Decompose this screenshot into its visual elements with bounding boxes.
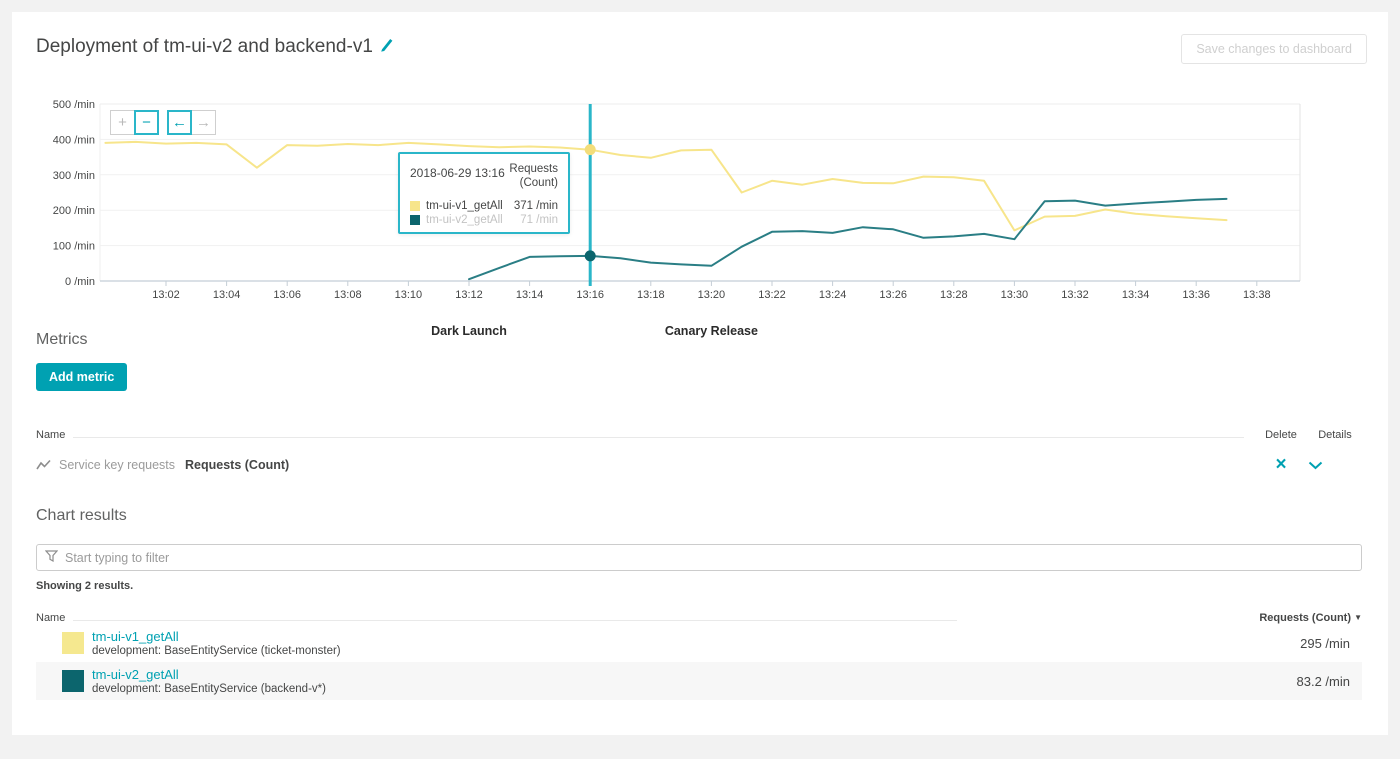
filter-input[interactable]	[65, 550, 1353, 565]
svg-text:400 /min: 400 /min	[53, 134, 95, 146]
pan-button-group: ← →	[167, 110, 216, 135]
results-table-header: Name Requests (Count) ▼	[36, 612, 1362, 624]
tooltip-series-value: 371 /min	[513, 199, 558, 212]
svg-text:Canary Release: Canary Release	[665, 324, 758, 338]
tooltip-series-name: tm-ui-v2_getAll	[426, 213, 503, 226]
result-row: tm-ui-v1_getAll development: BaseEntityS…	[36, 624, 1362, 662]
chart-zoom-toolbar: + − ← →	[110, 110, 216, 135]
results-name-header: Name	[36, 612, 66, 624]
page-title-text: Deployment of tm-ui-v2 and backend-v1	[36, 36, 373, 57]
result-row: tm-ui-v2_getAll development: BaseEntityS…	[36, 662, 1362, 700]
svg-text:13:12: 13:12	[455, 289, 483, 301]
metric-name-label: Requests (Count)	[185, 458, 290, 472]
header-leader-line	[73, 620, 957, 621]
svg-text:13:24: 13:24	[819, 289, 847, 301]
save-changes-button[interactable]: Save changes to dashboard	[1181, 34, 1367, 64]
result-name-link[interactable]: tm-ui-v2_getAll	[92, 667, 179, 682]
pan-left-button[interactable]: ←	[167, 110, 192, 135]
results-value-header[interactable]: Requests (Count) ▼	[1259, 612, 1362, 624]
header-leader-line	[73, 437, 1244, 438]
result-detail: development: BaseEntityService (backend-…	[92, 683, 326, 695]
filter-box	[36, 544, 1362, 571]
series2-color-swatch	[62, 670, 84, 692]
series1-color-swatch	[410, 200, 420, 211]
arrow-left-icon: ←	[172, 114, 187, 131]
pan-right-button[interactable]: →	[191, 110, 216, 135]
svg-text:13:16: 13:16	[576, 289, 604, 301]
svg-text:13:08: 13:08	[334, 289, 362, 301]
svg-text:300 /min: 300 /min	[53, 170, 95, 182]
metrics-details-header: Details	[1318, 429, 1352, 441]
filter-funnel-icon	[44, 549, 59, 567]
zoom-button-group: + −	[110, 110, 159, 135]
zoom-out-button[interactable]: −	[134, 110, 159, 135]
chart-tooltip: 2018-06-29 13:16 Requests (Count) tm-ui-…	[398, 152, 570, 234]
result-value: 83.2 /min	[1296, 673, 1350, 689]
tooltip-series-value: 71 /min	[520, 213, 558, 226]
metrics-heading: Metrics	[36, 331, 88, 348]
tooltip-series-row: tm-ui-v2_getAll 71 /min	[410, 214, 558, 226]
tooltip-series-row: tm-ui-v1_getAll 371 /min	[410, 200, 558, 212]
plus-icon: +	[118, 114, 127, 131]
metrics-delete-header: Delete	[1265, 429, 1297, 441]
svg-text:13:30: 13:30	[1001, 289, 1029, 301]
zoom-in-button[interactable]: +	[110, 110, 135, 135]
page-title: Deployment of tm-ui-v2 and backend-v1	[36, 36, 395, 58]
dashboard-tile-card: Deployment of tm-ui-v2 and backend-v1 Sa…	[12, 12, 1388, 735]
svg-text:13:38: 13:38	[1243, 289, 1271, 301]
svg-text:13:22: 13:22	[758, 289, 786, 301]
metrics-name-header: Name	[36, 429, 66, 441]
add-metric-button[interactable]: Add metric	[36, 363, 128, 391]
svg-text:13:18: 13:18	[637, 289, 665, 301]
edit-title-pencil-icon[interactable]	[379, 36, 395, 58]
series2-color-swatch	[410, 214, 420, 225]
chart-canvas[interactable]: 0 /min 100 /min 200 /min 300 /min 400 /min 50…	[12, 92, 1388, 360]
tooltip-timestamp: 2018-06-29 13:16	[410, 166, 505, 180]
metrics-table-header: Name Delete Details	[36, 429, 1362, 441]
chart-results-heading: Chart results	[36, 507, 127, 524]
svg-text:13:32: 13:32	[1061, 289, 1089, 301]
results-summary: Showing 2 results.	[36, 580, 134, 592]
arrow-right-icon: →	[196, 114, 211, 131]
svg-text:13:34: 13:34	[1122, 289, 1150, 301]
svg-text:13:06: 13:06	[273, 289, 301, 301]
svg-text:13:36: 13:36	[1182, 289, 1210, 301]
svg-text:13:10: 13:10	[395, 289, 423, 301]
tooltip-series-name: tm-ui-v1_getAll	[426, 199, 503, 212]
result-value: 295 /min	[1300, 635, 1350, 651]
line-chart-icon	[36, 459, 51, 471]
svg-text:100 /min: 100 /min	[53, 241, 95, 253]
svg-text:500 /min: 500 /min	[53, 99, 95, 111]
result-name-link[interactable]: tm-ui-v1_getAll	[92, 629, 179, 644]
metric-details-chevron-down-icon[interactable]	[1308, 461, 1362, 470]
result-detail: development: BaseEntityService (ticket-m…	[92, 645, 341, 657]
svg-text:200 /min: 200 /min	[53, 205, 95, 217]
svg-text:13:28: 13:28	[940, 289, 968, 301]
sort-descending-icon: ▼	[1354, 613, 1362, 622]
metric-row: Service key requests Requests (Count) ×	[36, 454, 1362, 475]
delete-metric-x-icon[interactable]: ×	[1275, 454, 1287, 475]
minus-icon: −	[142, 114, 151, 131]
svg-text:13:14: 13:14	[516, 289, 544, 301]
below-chart-sections: Metrics Add metric Name Delete Details S…	[36, 331, 1362, 700]
svg-text:13:26: 13:26	[879, 289, 907, 301]
series1-color-swatch	[62, 632, 84, 654]
tooltip-metric-label: Requests (Count)	[509, 163, 558, 190]
svg-text:0 /min: 0 /min	[65, 276, 95, 288]
metric-source-label: Service key requests	[59, 458, 176, 472]
timeseries-chart[interactable]: 0 /min 100 /min 200 /min 300 /min 400 /min 50…	[12, 92, 1388, 360]
svg-text:13:20: 13:20	[698, 289, 726, 301]
svg-text:13:04: 13:04	[213, 289, 241, 301]
svg-text:13:02: 13:02	[152, 289, 180, 301]
svg-text:Dark Launch: Dark Launch	[431, 324, 507, 338]
metrics-table: Name Delete Details Service key requests…	[36, 429, 1362, 475]
